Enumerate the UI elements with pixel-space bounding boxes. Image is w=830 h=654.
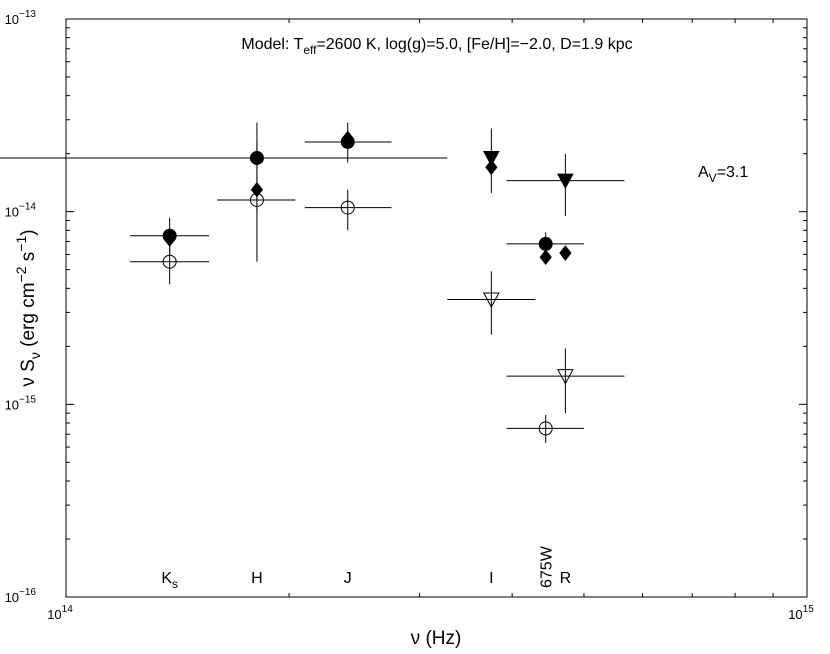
plot-marks — [0, 122, 625, 443]
marker-open-circle — [162, 254, 177, 269]
marker-filled-triangle — [557, 173, 574, 190]
data-point-circle-open — [217, 141, 296, 262]
x-tick-label: 1014 — [47, 604, 73, 622]
marker-open-triangle — [483, 292, 500, 309]
marker-open-triangle — [557, 369, 574, 385]
axis-ticks — [65, 18, 808, 598]
band-labels: Ks H J I 675W R — [161, 545, 571, 591]
marker-filled-diamond — [539, 249, 552, 266]
marker-filled-diamond — [485, 159, 498, 176]
marker-filled-triangle — [483, 150, 500, 167]
marker-open-circle — [538, 421, 553, 436]
marker-open-circle — [340, 200, 355, 215]
data-point-circle-open — [304, 189, 392, 231]
band-label: Ks — [161, 570, 178, 591]
chart-title: Model: Teff=2600 K, log(g)=5.0, [Fe/H]=−… — [241, 36, 632, 57]
marker-filled-circle — [538, 236, 553, 251]
data-point-diamond-filled — [559, 245, 572, 261]
data-point-circle-open — [506, 415, 584, 443]
y-axis-label: ν Sν (erg cm−2 s−1) — [13, 229, 43, 386]
data-point-triangle-open — [506, 348, 625, 414]
plot-frame — [65, 18, 808, 598]
marker-open-circle — [249, 192, 264, 207]
marker-filled-diamond — [559, 245, 572, 261]
x-tick-label: 1015 — [788, 604, 814, 622]
data-point-triangle-open — [447, 271, 536, 335]
y-tick-label: 10−14 — [5, 202, 37, 220]
x-axis-label: ν (Hz) — [411, 628, 462, 649]
y-tick-label: 10−13 — [5, 9, 37, 27]
band-label: J — [344, 570, 352, 587]
data-point-circle-open — [129, 241, 210, 285]
data-point-circle-filled — [304, 134, 392, 149]
tick-labels: 1014 1015 10−16 10−15 10−14 10−13 — [5, 9, 815, 622]
extinction-annotation: AV=3.1 — [698, 164, 748, 185]
y-tick-label: 10−16 — [5, 587, 37, 605]
marker-filled-circle — [340, 134, 355, 149]
band-label: H — [251, 570, 263, 587]
band-label: I — [489, 570, 493, 587]
y-tick-label: 10−15 — [5, 394, 37, 412]
band-label: 675W — [539, 545, 556, 588]
data-point-diamond-filled — [485, 159, 498, 176]
band-label: R — [560, 570, 572, 587]
data-point-triangle-filled — [506, 153, 625, 216]
data-point-diamond-filled — [539, 249, 552, 266]
